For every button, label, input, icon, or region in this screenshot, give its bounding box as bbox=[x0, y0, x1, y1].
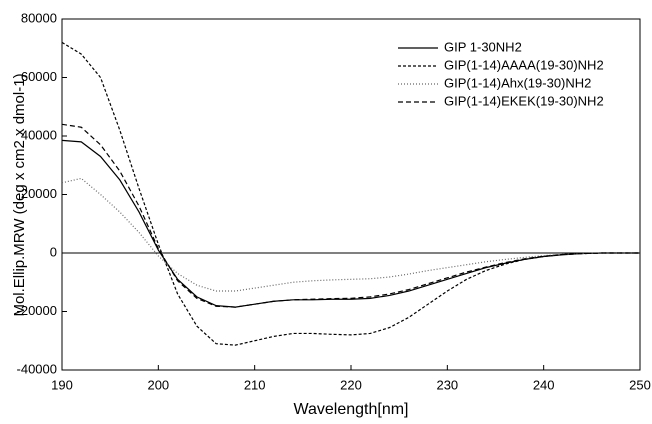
x-tick-label: 250 bbox=[629, 377, 651, 392]
legend-label: GIP(1-14)EKEK(19-30)NH2 bbox=[444, 93, 604, 108]
x-tick-label: 190 bbox=[51, 377, 73, 392]
y-tick-label: 80000 bbox=[21, 10, 57, 25]
legend-label: GIP(1-14)AAAA(19-30)NH2 bbox=[444, 57, 604, 72]
legend-label: GIP(1-14)Ahx(19-30)NH2 bbox=[444, 75, 591, 90]
y-tick-label: 20000 bbox=[21, 186, 57, 201]
series-line bbox=[61, 139, 640, 308]
y-tick-label: -20000 bbox=[17, 303, 57, 318]
series-line bbox=[61, 41, 640, 346]
x-tick-label: 220 bbox=[340, 377, 362, 392]
x-tick-label: 200 bbox=[147, 377, 169, 392]
series-line bbox=[61, 177, 640, 292]
y-tick-label: 0 bbox=[50, 244, 57, 259]
y-tick-label: -40000 bbox=[17, 361, 57, 376]
x-tick-label: 240 bbox=[533, 377, 555, 392]
y-axis-label: Mol.Ellip.MRW (deg x cm2 x dmol-1) bbox=[11, 73, 28, 316]
series-line bbox=[61, 123, 640, 308]
legend-label: GIP 1-30NH2 bbox=[444, 39, 522, 54]
y-tick-label: 40000 bbox=[21, 127, 57, 142]
x-tick-label: 230 bbox=[436, 377, 458, 392]
y-tick-label: 60000 bbox=[21, 69, 57, 84]
x-axis-label: Wavelength[nm] bbox=[293, 401, 408, 418]
x-tick-label: 210 bbox=[244, 377, 266, 392]
